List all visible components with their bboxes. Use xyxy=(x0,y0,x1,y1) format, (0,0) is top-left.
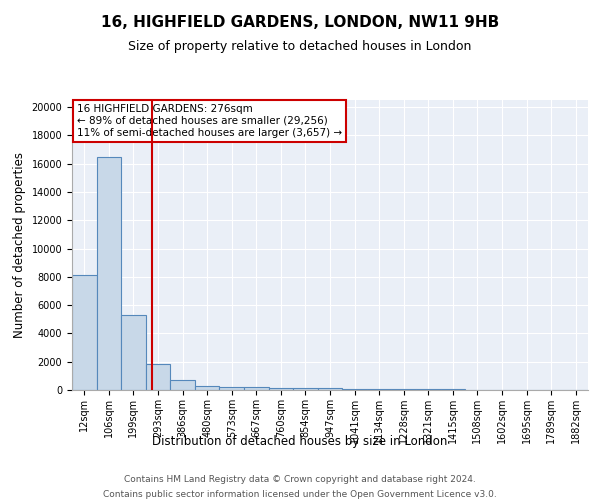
Bar xyxy=(367,389,391,390)
Bar xyxy=(391,389,416,390)
Bar xyxy=(220,387,244,390)
Text: Size of property relative to detached houses in London: Size of property relative to detached ho… xyxy=(128,40,472,53)
Text: Distribution of detached houses by size in London: Distribution of detached houses by size … xyxy=(152,435,448,448)
Bar xyxy=(342,388,367,390)
Bar xyxy=(318,388,342,390)
Bar xyxy=(269,388,293,390)
Text: 16, HIGHFIELD GARDENS, LONDON, NW11 9HB: 16, HIGHFIELD GARDENS, LONDON, NW11 9HB xyxy=(101,15,499,30)
Text: 16 HIGHFIELD GARDENS: 276sqm
← 89% of detached houses are smaller (29,256)
11% o: 16 HIGHFIELD GARDENS: 276sqm ← 89% of de… xyxy=(77,104,342,138)
Bar xyxy=(293,388,318,390)
Bar xyxy=(244,388,269,390)
Y-axis label: Number of detached properties: Number of detached properties xyxy=(13,152,26,338)
Text: Contains HM Land Registry data © Crown copyright and database right 2024.: Contains HM Land Registry data © Crown c… xyxy=(124,475,476,484)
Text: Contains public sector information licensed under the Open Government Licence v3: Contains public sector information licen… xyxy=(103,490,497,499)
Bar xyxy=(72,276,97,390)
Bar xyxy=(121,315,146,390)
Bar xyxy=(170,380,195,390)
Bar xyxy=(416,389,440,390)
Bar xyxy=(146,364,170,390)
Bar xyxy=(195,386,220,390)
Bar xyxy=(97,156,121,390)
